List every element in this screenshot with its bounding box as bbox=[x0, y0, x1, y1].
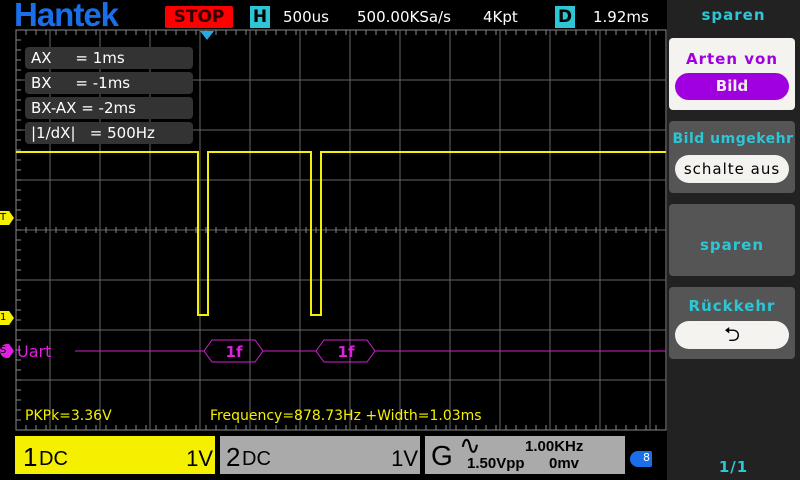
hantek-logo: Hantek bbox=[14, 0, 119, 33]
serial-marker[interactable]: S bbox=[0, 344, 14, 358]
sine-wave-icon: ∿ bbox=[459, 430, 481, 460]
trigger-position-marker bbox=[200, 31, 214, 40]
run-stop-status[interactable]: STOP bbox=[165, 6, 233, 28]
return-arrow-icon: ⮌ bbox=[675, 321, 789, 349]
back-button[interactable]: Rückkehr ⮌ bbox=[669, 287, 795, 359]
gen-amplitude: 1.50Vpp bbox=[467, 455, 525, 472]
side-menu: sparen Arten von Bild Bild umgekehr scha… bbox=[667, 0, 800, 480]
trigger-level-marker[interactable]: T bbox=[0, 211, 14, 225]
cursor-diff: BX-AX = -2ms bbox=[25, 97, 193, 119]
ch2-scale: 1V bbox=[391, 446, 418, 471]
menu-title: sparen bbox=[701, 6, 766, 24]
delay-badge: D bbox=[555, 6, 575, 28]
ch2-settings[interactable]: 2 DC 1V bbox=[220, 436, 420, 474]
gen-name: G bbox=[431, 440, 453, 471]
ch1-name: 1 bbox=[23, 442, 38, 472]
measure-frequency-width: Frequency=878.73Hz +Width=1.03ms bbox=[210, 408, 482, 424]
ch1-trace bbox=[16, 151, 666, 316]
image-type-button[interactable]: Arten von Bild bbox=[669, 38, 795, 110]
decode-byte: 1f bbox=[225, 343, 243, 361]
ch1-scale: 1V bbox=[186, 446, 213, 471]
ch1-settings[interactable]: 1 DC 1V bbox=[15, 436, 215, 474]
back-label: Rückkehr bbox=[688, 297, 776, 315]
cursor-bx: BX = -1ms bbox=[25, 72, 193, 94]
waveform-display[interactable] bbox=[0, 0, 667, 436]
ch1-ground-marker[interactable]: 1 bbox=[0, 311, 14, 325]
save-label: sparen bbox=[699, 236, 765, 254]
generator-settings[interactable]: G ∿ 1.00KHz 1.50Vpp 0mv bbox=[425, 430, 625, 474]
gen-offset: 0mv bbox=[549, 455, 580, 472]
cursor-freq: |1/dX| = 500Hz bbox=[25, 122, 193, 144]
cursor-ax: AX = 1ms bbox=[25, 47, 193, 69]
ch2-coupling: DC bbox=[242, 448, 271, 470]
image-type-value: Bild bbox=[675, 73, 789, 100]
menu-page: 1/1 bbox=[718, 458, 749, 476]
measure-pkpk: PKPk=3.36V bbox=[25, 408, 112, 424]
decode-byte: 1f bbox=[337, 343, 355, 361]
ch2-name: 2 bbox=[226, 442, 241, 472]
save-button[interactable]: sparen bbox=[669, 204, 795, 276]
trigger-delay[interactable]: 1.92ms bbox=[593, 8, 649, 26]
memory-depth: 4Kpt bbox=[483, 8, 518, 26]
ch1-coupling: DC bbox=[39, 448, 68, 470]
image-type-label: Arten von bbox=[685, 50, 778, 68]
invert-image-button[interactable]: Bild umgekehr schalte aus bbox=[669, 121, 795, 193]
invert-value: schalte aus bbox=[675, 155, 789, 183]
horizontal-badge: H bbox=[250, 6, 270, 28]
bluetooth-status-icon: 8 bbox=[630, 451, 652, 467]
gen-frequency: 1.00KHz bbox=[525, 438, 584, 455]
sample-rate: 500.00KSa/s bbox=[357, 8, 451, 26]
timebase[interactable]: 500us bbox=[283, 8, 329, 26]
invert-label: Bild umgekehr bbox=[672, 131, 794, 147]
decoder-label: Uart bbox=[17, 342, 52, 361]
